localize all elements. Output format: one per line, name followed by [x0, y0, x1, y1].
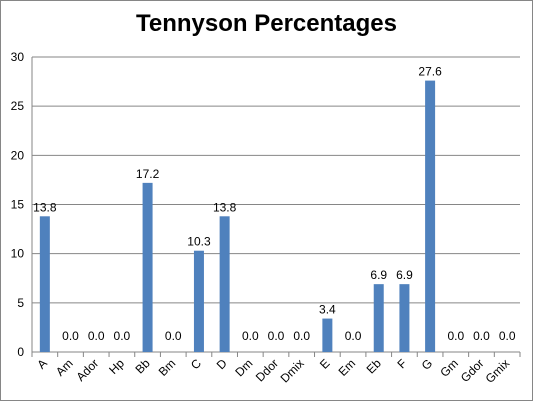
data-label: 0.0 — [293, 329, 310, 343]
y-tick-label: 0 — [17, 345, 24, 359]
chart-title: Tennyson Percentages — [136, 10, 397, 37]
bar — [399, 284, 410, 352]
data-label: 0.0 — [268, 329, 285, 343]
data-label: 10.3 — [187, 235, 211, 249]
x-tick-label: Gm — [437, 356, 461, 380]
x-tick-label: Dm — [232, 356, 255, 379]
x-tick-label: Gdor — [458, 356, 487, 385]
bar — [193, 250, 204, 352]
x-tick-label: F — [394, 356, 409, 371]
y-tick-label: 10 — [11, 247, 25, 261]
y-tick-label: 5 — [17, 296, 24, 310]
x-tick-label: Hp — [106, 356, 127, 377]
data-label: 13.8 — [33, 200, 57, 214]
x-tick-label: Gmix — [483, 356, 513, 386]
data-label: 27.6 — [418, 65, 442, 79]
bar — [373, 284, 384, 352]
x-tick-label: Am — [53, 356, 76, 379]
x-tick-label: A — [34, 356, 50, 372]
data-label: 13.8 — [213, 200, 237, 214]
data-label: 0.0 — [473, 329, 490, 343]
x-tick-label: Ador — [74, 356, 102, 384]
x-tick-label: Bm — [156, 356, 179, 379]
data-label: 6.9 — [396, 268, 413, 282]
bar — [219, 216, 230, 352]
x-tick-label: C — [188, 356, 204, 372]
x-tick-label: D — [214, 356, 230, 372]
data-label: 0.0 — [62, 329, 79, 343]
data-label: 3.4 — [319, 303, 336, 317]
bar — [39, 216, 50, 352]
data-label: 0.0 — [165, 329, 182, 343]
x-tick-label: E — [317, 356, 333, 372]
y-tick-label: 15 — [11, 198, 25, 212]
bar — [142, 182, 153, 352]
data-label: 0.0 — [447, 329, 464, 343]
data-label: 0.0 — [499, 329, 516, 343]
bar — [322, 318, 333, 352]
x-tick-label: Ddor — [253, 356, 281, 384]
x-tick-label: Em — [336, 356, 359, 379]
x-tick-label: Eb — [364, 356, 385, 377]
data-label: 0.0 — [345, 329, 362, 343]
x-tick-label: Dmix — [278, 356, 307, 385]
data-label: 0.0 — [114, 329, 131, 343]
y-tick-label: 25 — [11, 99, 25, 113]
data-label: 0.0 — [242, 329, 259, 343]
data-label: 17.2 — [136, 167, 160, 181]
y-tick-label: 30 — [11, 50, 25, 64]
x-tick-label: G — [419, 356, 436, 373]
data-label: 6.9 — [370, 268, 387, 282]
y-tick-label: 20 — [11, 148, 25, 162]
bar — [425, 80, 436, 352]
x-tick-label: Bb — [132, 356, 153, 377]
data-label: 0.0 — [88, 329, 105, 343]
